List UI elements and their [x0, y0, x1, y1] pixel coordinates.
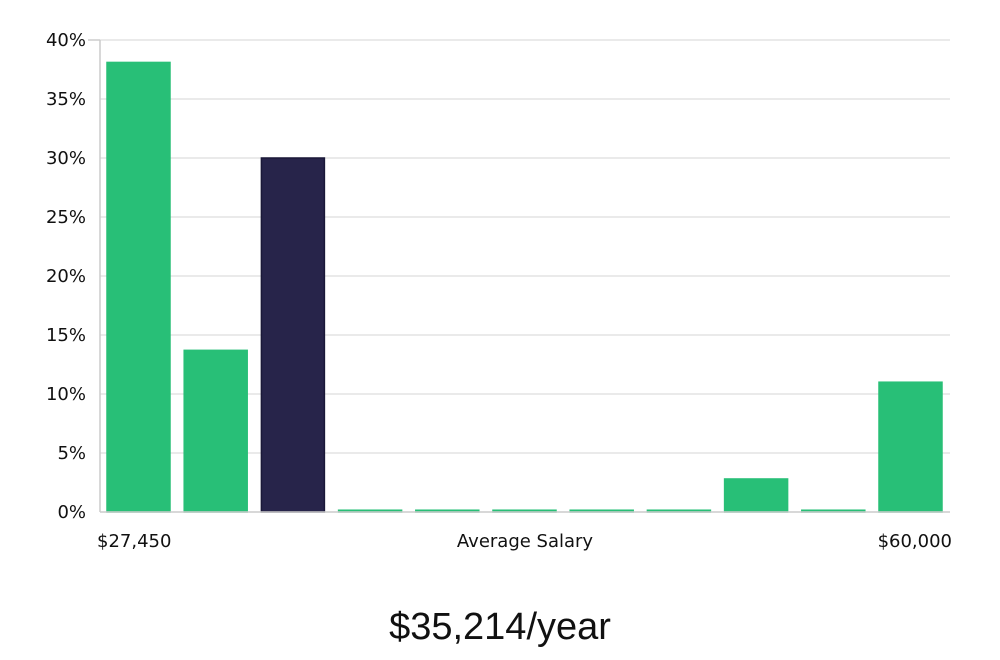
- bar: [725, 479, 788, 512]
- x-axis-center-label: Average Salary: [457, 531, 594, 552]
- y-tick-label: 25%: [46, 207, 86, 228]
- x-max-label: $60,000: [878, 531, 952, 552]
- y-tick-label: 20%: [46, 266, 86, 287]
- y-tick-label: 35%: [46, 89, 86, 110]
- chart-svg: 0% 5% 10% 15% 20% 25% 30% 35% 40% $27,450 Average …: [0, 0, 1000, 580]
- y-tick-label: 15%: [46, 325, 86, 346]
- salary-distribution-chart: 0% 5% 10% 15% 20% 25% 30% 35% 40% $27,450 Average …: [0, 0, 1000, 580]
- bar: [879, 382, 942, 512]
- y-tick-label: 0%: [57, 502, 86, 523]
- average-salary-value: $35,214/year: [0, 606, 1000, 649]
- bar: [184, 350, 247, 512]
- highlighted-bar: [261, 158, 324, 512]
- y-tick-label: 10%: [46, 384, 86, 405]
- y-tick-label: 5%: [57, 443, 86, 464]
- bars: [107, 62, 942, 512]
- bar: [107, 62, 170, 512]
- y-tick-label: 40%: [46, 30, 86, 51]
- y-tick-label: 30%: [46, 148, 86, 169]
- axis-labels: 0% 5% 10% 15% 20% 25% 30% 35% 40% $27,450 Average …: [46, 30, 952, 552]
- x-min-label: $27,450: [97, 531, 171, 552]
